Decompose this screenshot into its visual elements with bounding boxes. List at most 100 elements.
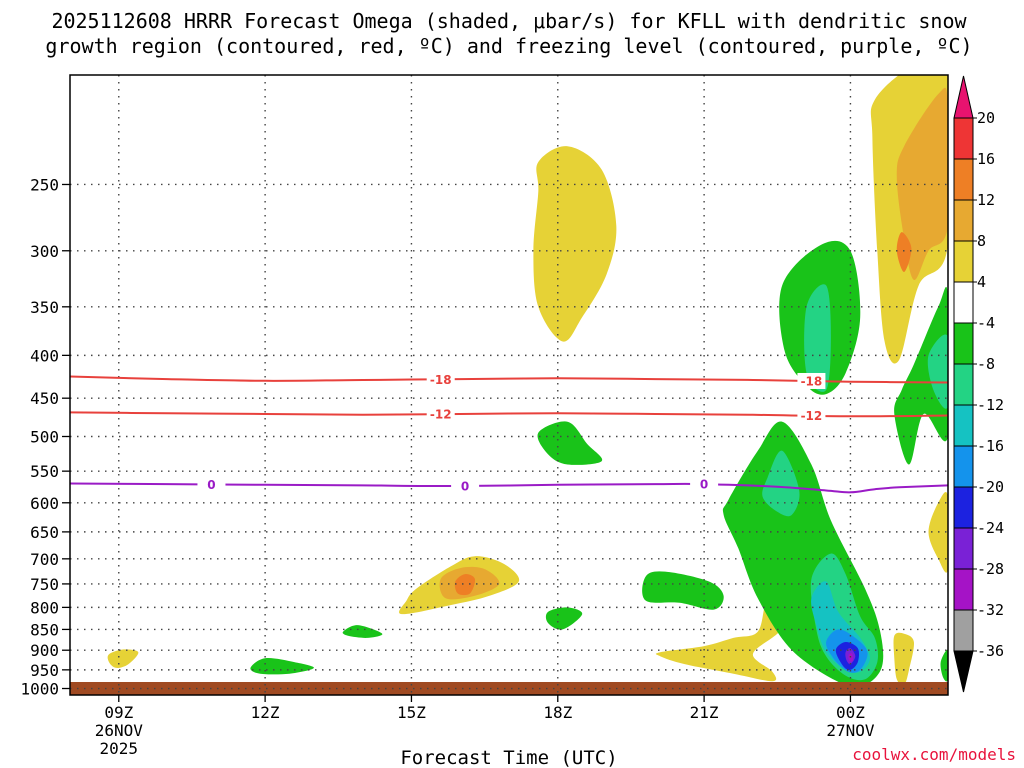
- y-tick-label-550: 550: [30, 462, 59, 481]
- title-line2: growth region (contoured, red, ºC) and f…: [45, 34, 972, 58]
- colorbar-label-3: 8: [977, 232, 986, 250]
- y-tick-label-300: 300: [30, 242, 59, 261]
- colorbar-label-8: -16: [977, 437, 1004, 455]
- colorbar-label-5: -4: [977, 314, 995, 332]
- y-tick-label-500: 500: [30, 427, 59, 446]
- colorbar-label-7: -12: [977, 396, 1004, 414]
- y-tick-label-450: 450: [30, 389, 59, 408]
- colorbar-segment-10: [953, 527, 974, 570]
- contour-label-dgz-top-0: -18: [430, 373, 452, 387]
- omega-region-green-18z-low: [545, 607, 583, 630]
- omega-region-green-14z: [342, 625, 383, 638]
- colorbar-segment-0: [953, 117, 974, 160]
- colorbar-bottom-arrow: [953, 650, 974, 693]
- title-line1: 2025112608 HRRR Forecast Omega (shaded, …: [51, 9, 967, 33]
- colorbar-label-4: 4: [977, 273, 986, 291]
- colorbar-label-6: -8: [977, 355, 995, 373]
- omega-region-yellow-2130z: [655, 588, 798, 682]
- colorbar-segment-5: [953, 322, 974, 365]
- omega-region-red-right-top: [896, 232, 912, 273]
- x-tick-label-00Z: 00Z: [836, 703, 865, 722]
- colorbar-label-0: 20: [977, 109, 995, 127]
- colorbar-label-13: -36: [977, 642, 1004, 660]
- surface-band: [70, 682, 948, 695]
- contour-label-bg-freezing-level-1: [451, 477, 480, 494]
- colorbar-segment-8: [953, 445, 974, 488]
- omega-region-orange-right-top: [896, 87, 948, 280]
- colorbar-label-1: 16: [977, 150, 995, 168]
- y-tick-label-700: 700: [30, 550, 59, 569]
- y-tick-label-650: 650: [30, 523, 59, 542]
- contour-label-dgz-top-1: -18: [801, 374, 823, 388]
- x-tick-date-00Z: 27NOV: [826, 721, 875, 740]
- y-tick-label-950: 950: [30, 661, 59, 680]
- omega-region-teal-2230z: [762, 450, 800, 517]
- colorbar-segment-11: [953, 568, 974, 611]
- contour-label-bg-freezing-level-0: [197, 476, 226, 493]
- contour-label-freezing-level-0: 0: [207, 478, 215, 492]
- x-tick-year-09Z: 2025: [100, 739, 139, 758]
- x-tick-date-09Z: 26NOV: [95, 721, 144, 740]
- colorbar-top-arrow: [953, 75, 974, 119]
- contour-label-bg-dgz-top-0: [426, 371, 455, 388]
- omega-region-yellow-18z-upper: [533, 146, 617, 342]
- x-tick-label-09Z: 09Z: [104, 703, 133, 722]
- contour-label-bg-dgz-top-1: [797, 372, 826, 389]
- colorbar-label-10: -24: [977, 519, 1004, 537]
- y-tick-label-850: 850: [30, 620, 59, 639]
- omega-region-green-18z-mid: [537, 421, 603, 465]
- omega-region-green-right: [894, 287, 948, 465]
- y-tick-label-600: 600: [30, 494, 59, 513]
- watermark: coolwx.com/models: [852, 745, 1016, 764]
- colorbar-segment-7: [953, 404, 974, 447]
- contour-labels: -18 -18 -12 -12 0 0 0: [197, 371, 826, 494]
- contour-label-bg-freezing-level-2: [690, 476, 719, 493]
- omega-region-yellow-0045z: [893, 632, 915, 686]
- omega-shading: [107, 75, 948, 688]
- omega-region-green-12z: [250, 658, 314, 675]
- y-tick-label-400: 400: [30, 346, 59, 365]
- y-tick-label-900: 900: [30, 641, 59, 660]
- colorbar-segment-1: [953, 158, 974, 201]
- y-tick-label-1000: 1000: [20, 680, 59, 699]
- contour-freezing-level: [70, 482, 948, 494]
- contour-label-bg-dgz-bottom-1: [797, 407, 826, 424]
- omega-region-teal-right: [927, 334, 948, 409]
- omega-region-green-right-low: [940, 649, 948, 682]
- colorbar-segment-6: [953, 363, 974, 406]
- omega-region-teal-23z-upper: [804, 284, 831, 392]
- plot-frame: [69, 74, 949, 696]
- chart-title: 2025112608 HRRR Forecast Omega (shaded, …: [45, 9, 972, 58]
- x-tick-label-21Z: 21Z: [690, 703, 719, 722]
- colorbar-segment-9: [953, 486, 974, 529]
- y-axis: 250 300 350 400 450 500 550 600 650 700 750 800 850 9…: [20, 175, 70, 699]
- colorbar: 20 16 12 8 4 -4 -8 -12 -16 -20 -24 -28 -32 -36: [953, 75, 1004, 693]
- colorbar-segment-2: [953, 199, 974, 242]
- contour-label-dgz-bottom-0: -12: [430, 408, 452, 422]
- colorbar-label-12: -32: [977, 601, 1004, 619]
- y-tick-label-750: 750: [30, 575, 59, 594]
- contour-label-dgz-bottom-1: -12: [801, 409, 823, 423]
- temperature-contours: [70, 375, 948, 494]
- colorbar-segment-4: [953, 281, 974, 324]
- x-tick-label-15Z: 15Z: [397, 703, 426, 722]
- y-tick-label-250: 250: [30, 175, 59, 194]
- x-axis-label: Forecast Time (UTC): [400, 747, 617, 768]
- y-tick-label-350: 350: [30, 298, 59, 317]
- omega-region-green-19z: [642, 571, 724, 610]
- x-tick-label-18Z: 18Z: [543, 703, 572, 722]
- colorbar-segment-3: [953, 240, 974, 283]
- x-tick-label-12Z: 12Z: [251, 703, 280, 722]
- omega-region-red-16z: [454, 574, 476, 596]
- y-tick-label-800: 800: [30, 598, 59, 617]
- colorbar-label-11: -28: [977, 560, 1004, 578]
- contour-label-freezing-level-1: 0: [461, 479, 469, 493]
- contour-label-bg-dgz-bottom-0: [426, 406, 455, 423]
- colorbar-label-2: 12: [977, 191, 995, 209]
- colorbar-label-9: -20: [977, 478, 1004, 496]
- omega-region-yellow-0930z: [107, 649, 139, 668]
- contour-label-freezing-level-2: 0: [700, 478, 708, 492]
- colorbar-segment-12: [953, 609, 974, 652]
